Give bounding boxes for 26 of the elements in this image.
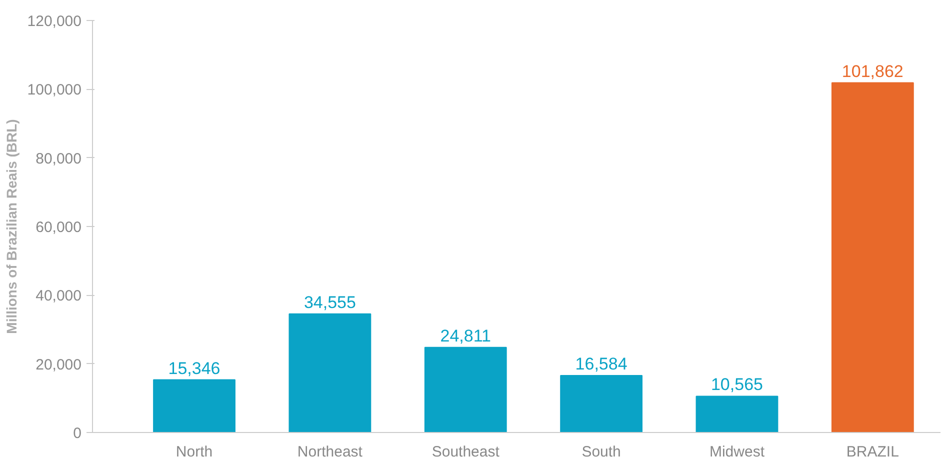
bar <box>696 396 778 432</box>
data-label: 24,811 <box>440 326 491 346</box>
x-tick-label: Southeast <box>432 444 500 460</box>
y-tick-label: 100,000 <box>27 82 82 99</box>
y-tick-label: 40,000 <box>36 288 82 305</box>
x-tick-label: North <box>176 444 213 460</box>
x-tick-label: South <box>582 444 621 460</box>
data-label: 101,862 <box>842 62 904 81</box>
bar <box>560 375 643 432</box>
y-axis-title: Millions of Brazilian Reais (BRL) <box>3 119 20 334</box>
bar <box>424 346 507 432</box>
x-tick-label: Midwest <box>709 444 766 460</box>
x-tick-label: Northeast <box>297 444 364 460</box>
bar <box>288 313 372 432</box>
y-tick-label: 20,000 <box>36 356 82 374</box>
y-tick-label: 80,000 <box>36 150 82 168</box>
bar <box>831 82 914 432</box>
y-tick-label: 0 <box>73 425 82 442</box>
data-label: 10,565 <box>710 375 763 394</box>
y-tick-label: 60,000 <box>36 219 82 236</box>
y-tick-label: 120,000 <box>27 13 82 30</box>
data-label: 34,555 <box>304 292 356 312</box>
x-tick-label: BRAZIL <box>846 444 899 460</box>
data-label: 15,346 <box>168 358 220 378</box>
bar <box>153 379 236 432</box>
data-label: 16,584 <box>575 354 628 374</box>
